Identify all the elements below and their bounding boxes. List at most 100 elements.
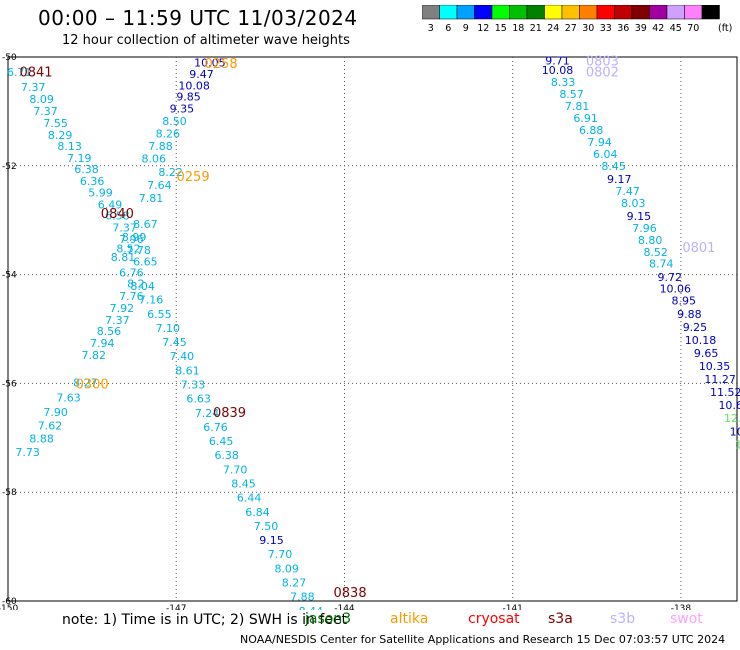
legend-label: 39: [635, 23, 647, 34]
legend-swatch: [701, 5, 720, 20]
legend-label: 9: [463, 23, 469, 34]
wave-height-label: 7.63: [56, 392, 81, 405]
x-tick-label: -138: [671, 604, 692, 610]
wave-height-label: 7.62: [38, 419, 63, 432]
legend-label: 12: [477, 23, 489, 34]
legend-label: 21: [530, 23, 542, 34]
pass-time-label: 0839: [213, 406, 246, 421]
wave-height-label: 8.99: [122, 231, 147, 244]
pass-time-label: 0840: [101, 207, 134, 222]
wave-height-label: 6.04: [593, 148, 618, 161]
wave-height-label: 5.99: [88, 186, 113, 199]
chart-subtitle: 12 hour collection of altimeter wave hei…: [62, 33, 350, 48]
wave-height-label: 7.10: [156, 322, 181, 335]
satellite-jason3: jason3: [305, 611, 352, 627]
chart-title: 00:00 – 11:59 UTC 11/03/2024: [38, 6, 358, 30]
wave-height-label: 9.15: [627, 210, 652, 223]
wave-height-label: 8.45: [231, 477, 256, 490]
wave-height-label: 6.38: [214, 449, 239, 462]
wave-height-label: 7.33: [181, 378, 206, 391]
wave-height-label: 8.56: [97, 325, 122, 338]
x-tick-label: -144: [334, 604, 355, 610]
wave-height-label: 10.05: [194, 56, 226, 69]
wave-height-label: 10.35: [699, 360, 731, 373]
wave-height-label: 6.58: [105, 209, 130, 222]
wave-height-label: 7.45: [162, 336, 187, 349]
wave-height-label: 7.96: [119, 233, 144, 246]
legend-label: 18: [512, 23, 524, 34]
y-tick-label: -52: [2, 162, 17, 172]
wave-height-label: 8.2: [127, 277, 145, 290]
wave-height-label: 9.85: [176, 91, 201, 104]
x-tick-label: -150: [0, 604, 18, 610]
satellite-cryosat: cryosat: [468, 611, 520, 627]
y-tick-label: -60: [2, 597, 17, 607]
x-tick-label: -141: [502, 604, 522, 610]
wave-height-label: 9.47: [189, 68, 214, 81]
satellite-altika: altika: [390, 611, 429, 627]
wave-height-label: 8.09: [29, 93, 54, 106]
wave-height-label: 6.76: [203, 421, 228, 434]
wave-height-label: 7.92: [110, 302, 135, 315]
wave-height-label: 7.82: [82, 349, 107, 362]
wave-height-label: 8.29: [48, 129, 73, 142]
wave-height-label: 7.40: [170, 350, 195, 363]
wave-height-label: 8.95: [671, 295, 696, 308]
wave-height-label: 6.36: [80, 175, 105, 188]
wave-height-label: 11.27: [704, 373, 736, 386]
wave-height-label: 6.88: [579, 124, 604, 137]
wave-height-label: 10.92: [730, 425, 740, 438]
wave-height-label: 7.76: [119, 290, 144, 303]
wave-height-label: 7.94: [90, 337, 115, 350]
pass-time-label: 0803: [586, 54, 619, 69]
pass-time-label: 0258: [205, 57, 238, 72]
wave-height-label: 6.45: [209, 435, 234, 448]
satellite-s3b: s3b: [610, 611, 636, 627]
wave-height-label: 10.08: [178, 79, 210, 92]
wave-height-label: 7.37: [112, 221, 137, 234]
wave-height-label: 7.55: [43, 117, 68, 130]
wave-height-label: 6.44: [237, 492, 262, 505]
wave-height-label: 7.81: [565, 100, 590, 113]
wave-height-label: 8.26: [156, 128, 181, 141]
wave-height-label: 9.15: [259, 534, 284, 547]
wave-height-label: 9.88: [677, 308, 702, 321]
legend-label: 30: [582, 23, 594, 34]
satellite-swot: swot: [670, 611, 703, 627]
wave-height-label: 7.96: [632, 222, 657, 235]
wave-height-label: 7.19: [67, 152, 92, 165]
pass-time-label: 0801: [682, 241, 715, 256]
y-tick-label: -56: [2, 379, 17, 389]
wave-height-label: 8.44: [299, 605, 324, 610]
wave-height-label: 10.18: [685, 334, 717, 347]
wave-height-label: 8.88: [29, 432, 54, 445]
wave-height-label: 7.47: [615, 185, 640, 198]
legend-label: 27: [565, 23, 577, 34]
wave-height-label: 10.63: [718, 399, 740, 412]
wave-height-label: 11.52: [710, 386, 740, 399]
legend-label: 6: [445, 23, 451, 34]
wave-height-label: 6.63: [186, 393, 211, 406]
wave-height-label: 6.49: [98, 198, 123, 211]
wave-height-label: 12.09: [724, 412, 740, 425]
wave-height-label: 7.37: [21, 81, 46, 94]
wave-height-label: 7.37: [105, 314, 130, 327]
wave-height-label: 8.06: [142, 153, 167, 166]
wave-height-label: 8.13: [57, 140, 82, 153]
wave-height-label: 6.65: [133, 256, 158, 269]
pass-time-label: 0838: [334, 586, 367, 601]
wave-height-label: 8.81: [111, 251, 136, 264]
legend-label: 24: [547, 23, 559, 34]
wave-height-label: 8.52: [116, 242, 141, 255]
legend-label: 36: [617, 23, 629, 34]
wave-height-label: 8.27: [282, 577, 307, 590]
wave-height-label: 8.50: [162, 115, 187, 128]
wave-height-label: 8.57: [559, 88, 584, 101]
wave-height-label: 7.16: [139, 294, 164, 307]
wave-height-label: 10.06: [660, 283, 692, 296]
wave-height-label: 9.65: [694, 347, 719, 360]
y-tick-label: -50: [2, 53, 17, 63]
wave-height-label: 6.38: [74, 163, 99, 176]
credit-line: NOAA/NESDIS Center for Satellite Applica…: [240, 633, 726, 646]
wave-height-label: 9.71: [545, 54, 570, 67]
